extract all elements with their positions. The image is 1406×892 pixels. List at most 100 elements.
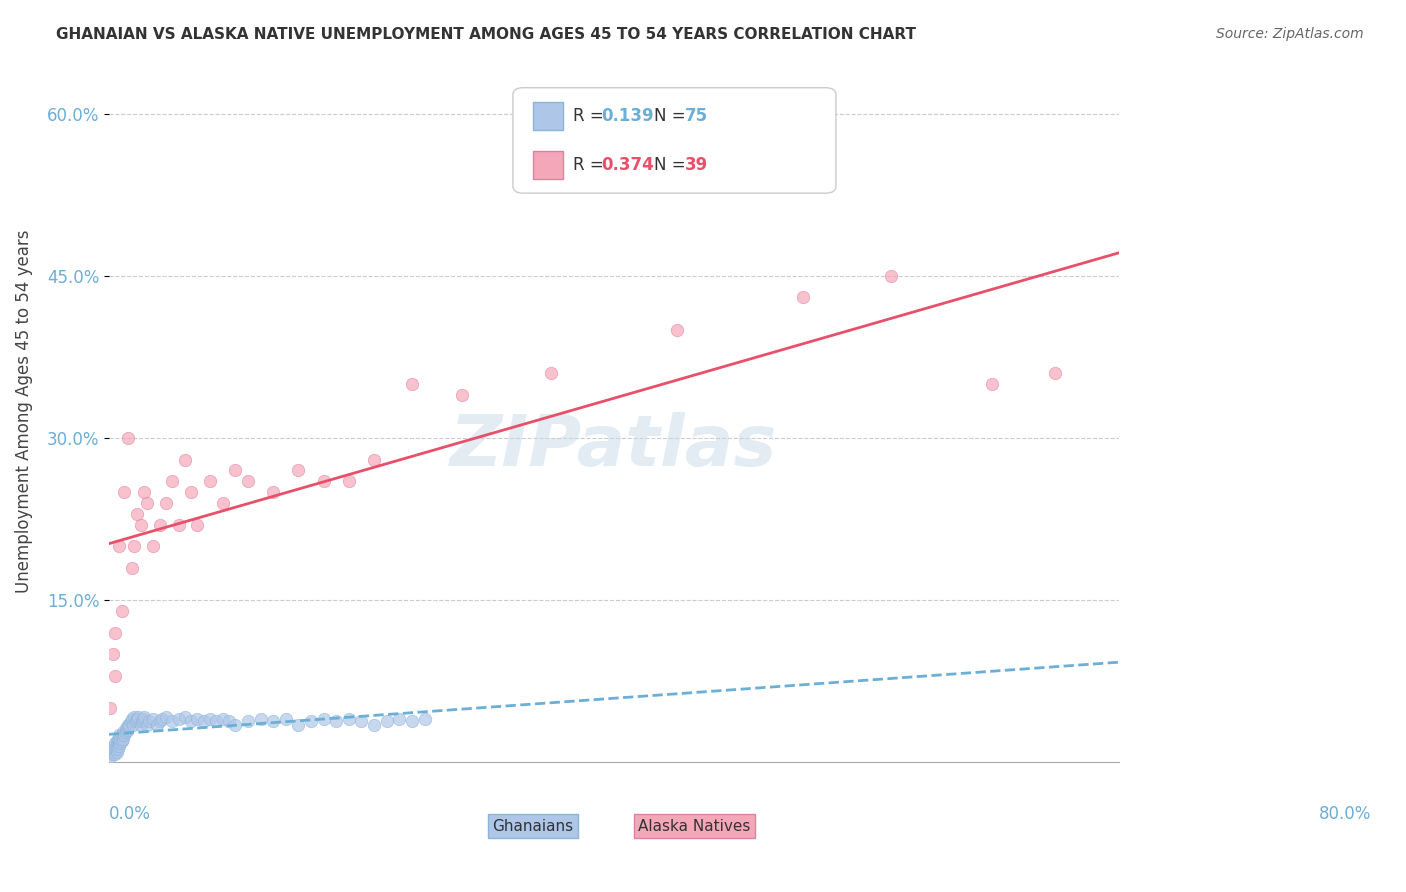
Y-axis label: Unemployment Among Ages 45 to 54 years: Unemployment Among Ages 45 to 54 years (15, 229, 32, 593)
Point (981, 376, 1004, 391)
Text: Ghanaians: Ghanaians (492, 819, 574, 834)
Point (350, 714, 373, 729)
Point (104, 669, 127, 683)
Point (401, 376, 423, 391)
Point (149, 517, 172, 532)
Point (262, 714, 284, 729)
Point (100, 701, 122, 715)
Point (198, 475, 221, 489)
Point (121, 712, 143, 726)
Point (124, 539, 146, 553)
Point (249, 712, 271, 726)
Point (224, 717, 246, 731)
Point (103, 745, 125, 759)
Point (236, 475, 259, 489)
Point (287, 717, 309, 731)
Point (180, 714, 202, 729)
Point (363, 717, 385, 731)
Point (120, 714, 142, 729)
Point (167, 712, 190, 726)
Point (132, 712, 155, 726)
Text: R =: R = (574, 107, 609, 125)
Point (224, 463, 246, 477)
Text: 0.0%: 0.0% (110, 805, 150, 822)
Point (111, 731, 134, 746)
Point (103, 739, 125, 754)
Point (108, 728, 131, 742)
Point (337, 475, 360, 489)
Point (117, 721, 139, 735)
Point (262, 485, 284, 500)
Text: 0.374: 0.374 (602, 156, 654, 174)
Point (211, 712, 233, 726)
Point (142, 712, 165, 726)
Point (325, 714, 347, 729)
Point (124, 714, 146, 729)
Point (401, 714, 423, 729)
Point (108, 539, 131, 553)
Point (134, 710, 156, 724)
FancyBboxPatch shape (513, 87, 837, 194)
Point (375, 714, 398, 729)
Text: 80.0%: 80.0% (1319, 805, 1371, 822)
Point (112, 485, 135, 500)
Point (111, 728, 134, 742)
Point (173, 452, 195, 467)
Point (107, 736, 129, 750)
Point (121, 561, 143, 575)
Point (118, 717, 141, 731)
Point (150, 712, 173, 726)
Point (131, 714, 153, 729)
Text: GHANAIAN VS ALASKA NATIVE UNEMPLOYMENT AMONG AGES 45 TO 54 YEARS CORRELATION CHA: GHANAIAN VS ALASKA NATIVE UNEMPLOYMENT A… (56, 27, 917, 42)
Point (134, 485, 156, 500)
Text: Source: ZipAtlas.com: Source: ZipAtlas.com (1216, 27, 1364, 41)
Point (114, 721, 136, 735)
Point (111, 604, 134, 618)
Point (149, 714, 172, 729)
Point (115, 723, 138, 737)
Point (155, 710, 177, 724)
Point (114, 725, 136, 739)
Point (160, 714, 183, 729)
Point (101, 648, 124, 662)
Point (107, 742, 129, 756)
Point (125, 712, 148, 726)
Point (117, 717, 139, 731)
Point (155, 496, 177, 510)
Point (236, 714, 259, 729)
Point (180, 485, 202, 500)
Point (274, 712, 297, 726)
Point (138, 714, 160, 729)
Point (186, 517, 208, 532)
Point (299, 714, 322, 729)
Point (160, 475, 183, 489)
Point (211, 496, 233, 510)
Point (111, 734, 134, 748)
Text: 0.139: 0.139 (602, 107, 654, 125)
Text: 75: 75 (685, 107, 707, 125)
Point (100, 750, 122, 764)
Point (117, 431, 139, 445)
Point (186, 712, 208, 726)
Point (337, 712, 360, 726)
Point (108, 734, 131, 748)
Point (880, 268, 903, 283)
Point (127, 710, 149, 724)
Point (451, 388, 474, 402)
Point (101, 745, 124, 759)
Point (198, 712, 221, 726)
Point (104, 625, 127, 640)
Text: 39: 39 (685, 156, 707, 174)
Point (540, 366, 562, 380)
Point (112, 728, 135, 742)
Point (101, 742, 124, 756)
Point (107, 731, 129, 746)
FancyBboxPatch shape (533, 102, 564, 130)
Point (792, 291, 814, 305)
Point (122, 717, 145, 731)
Point (312, 712, 335, 726)
Point (108, 739, 131, 754)
Point (124, 710, 146, 724)
Point (142, 539, 165, 553)
Point (136, 717, 159, 731)
